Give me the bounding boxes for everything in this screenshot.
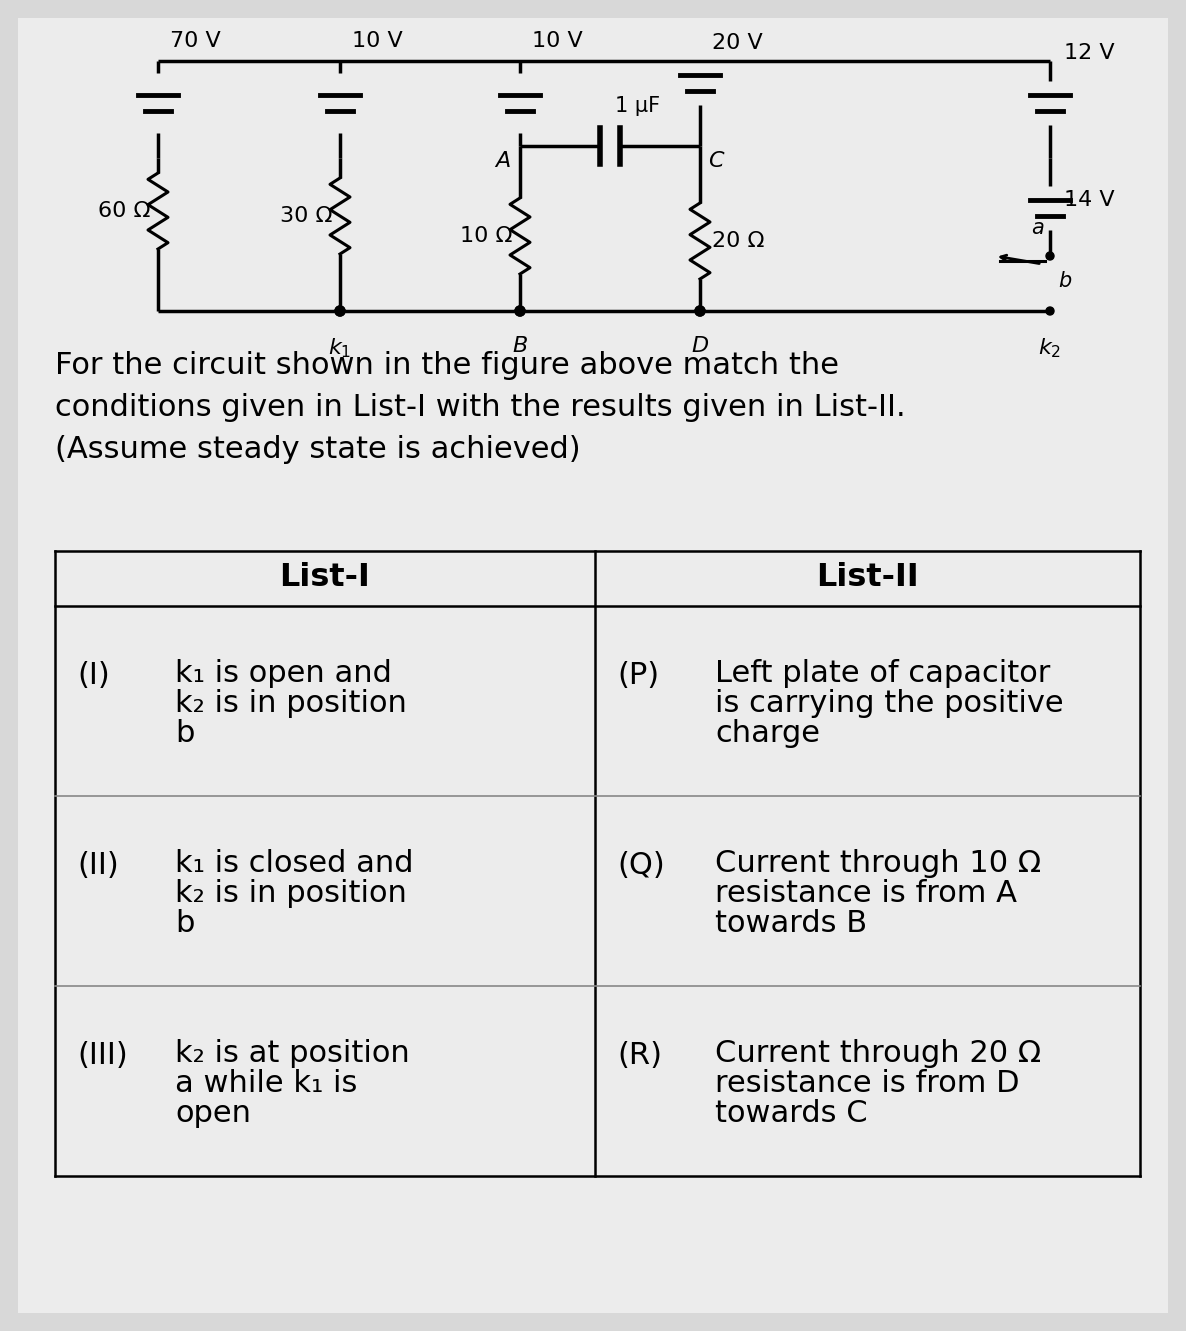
- Circle shape: [334, 306, 345, 315]
- Text: 10 V: 10 V: [352, 31, 403, 51]
- Circle shape: [695, 306, 704, 315]
- Circle shape: [1046, 252, 1054, 260]
- Circle shape: [515, 306, 525, 315]
- Text: List-I: List-I: [280, 563, 370, 594]
- Circle shape: [695, 306, 704, 315]
- Text: Current through 20 Ω: Current through 20 Ω: [715, 1038, 1041, 1067]
- Text: 12 V: 12 V: [1064, 43, 1115, 63]
- Text: a while k₁ is: a while k₁ is: [176, 1069, 357, 1098]
- Text: List-II: List-II: [816, 563, 919, 594]
- Circle shape: [515, 306, 525, 315]
- Text: k₂ is in position: k₂ is in position: [176, 688, 407, 717]
- Text: towards B: towards B: [715, 909, 867, 937]
- Circle shape: [334, 306, 345, 315]
- Text: $B$: $B$: [512, 335, 528, 355]
- Circle shape: [1046, 307, 1054, 315]
- Text: (P): (P): [617, 662, 659, 691]
- Text: For the circuit shown in the figure above match the: For the circuit shown in the figure abov…: [55, 351, 839, 379]
- Text: (II): (II): [77, 852, 119, 881]
- Text: 70 V: 70 V: [170, 31, 221, 51]
- Text: (Assume steady state is achieved): (Assume steady state is achieved): [55, 435, 581, 465]
- Text: 60 Ω: 60 Ω: [97, 201, 149, 221]
- Text: 20 Ω: 20 Ω: [712, 232, 765, 252]
- Text: 10 Ω: 10 Ω: [459, 226, 512, 246]
- Text: 1 μF: 1 μF: [616, 96, 661, 116]
- Text: $k_1$: $k_1$: [329, 335, 351, 359]
- Text: is carrying the positive: is carrying the positive: [715, 688, 1064, 717]
- Text: k₂ is in position: k₂ is in position: [176, 878, 407, 908]
- Text: a: a: [1032, 218, 1044, 238]
- Text: A: A: [495, 150, 510, 170]
- Text: k₁ is open and: k₁ is open and: [176, 659, 391, 688]
- Text: k₂ is at position: k₂ is at position: [176, 1038, 409, 1067]
- Text: towards C: towards C: [715, 1098, 868, 1127]
- Text: conditions given in List-I with the results given in List-II.: conditions given in List-I with the resu…: [55, 393, 906, 422]
- Text: Current through 10 Ω: Current through 10 Ω: [715, 848, 1041, 877]
- Text: (I): (I): [77, 662, 110, 691]
- Text: 30 Ω: 30 Ω: [280, 206, 332, 226]
- Text: (III): (III): [77, 1041, 128, 1070]
- Text: resistance is from D: resistance is from D: [715, 1069, 1020, 1098]
- Text: (Q): (Q): [617, 852, 664, 881]
- Text: b: b: [1058, 272, 1071, 291]
- FancyBboxPatch shape: [18, 19, 1168, 1312]
- Text: b: b: [176, 909, 195, 937]
- Text: $D$: $D$: [691, 335, 709, 355]
- Text: C: C: [708, 150, 723, 170]
- Text: (R): (R): [617, 1041, 662, 1070]
- Text: 20 V: 20 V: [712, 33, 763, 53]
- Text: Left plate of capacitor: Left plate of capacitor: [715, 659, 1051, 688]
- Text: b: b: [176, 719, 195, 748]
- Text: k₁ is closed and: k₁ is closed and: [176, 848, 414, 877]
- Text: resistance is from A: resistance is from A: [715, 878, 1018, 908]
- Text: 14 V: 14 V: [1064, 190, 1115, 210]
- Text: 10 V: 10 V: [533, 31, 582, 51]
- Text: $k_2$: $k_2$: [1039, 335, 1061, 359]
- Text: charge: charge: [715, 719, 820, 748]
- Text: open: open: [176, 1098, 251, 1127]
